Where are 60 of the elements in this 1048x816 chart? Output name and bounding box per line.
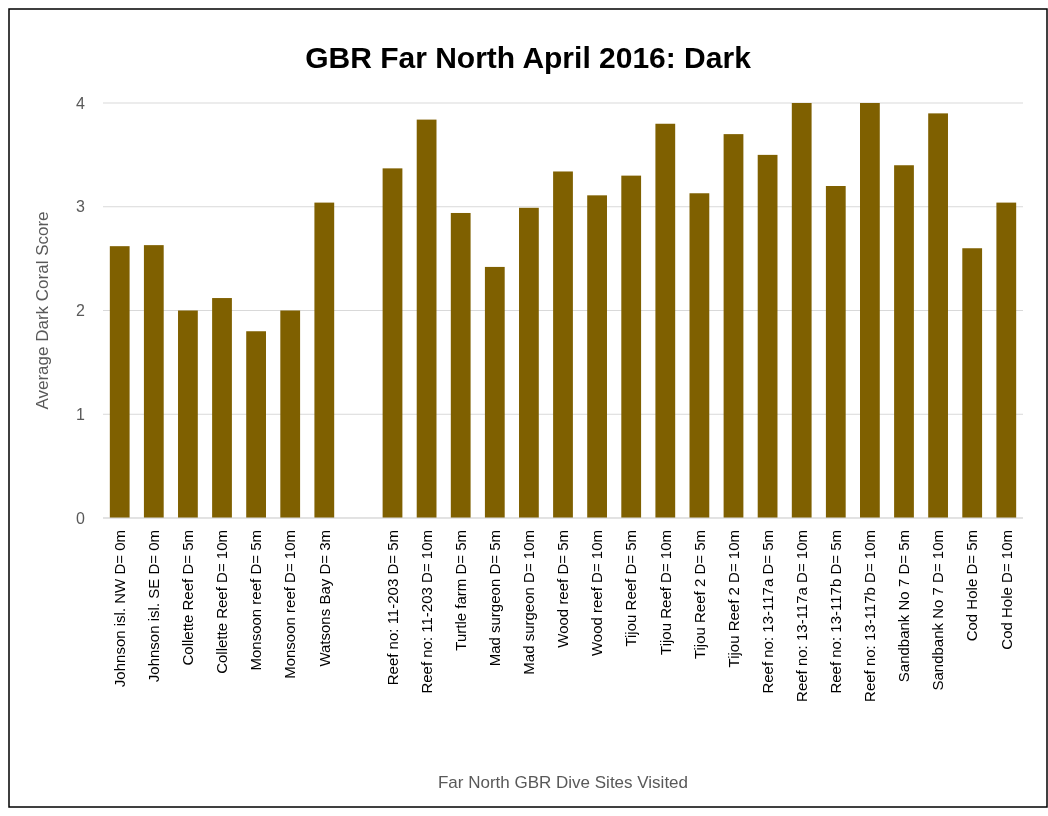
x-tick-label: Cod Hole D= 10m (997, 530, 1015, 650)
bar (416, 119, 437, 518)
bar (928, 113, 948, 518)
x-axis-title: Far North GBR Dive Sites Visited (437, 773, 689, 792)
bar (212, 298, 232, 518)
x-tick-label: Collette Reef D= 10m (213, 530, 231, 674)
x-tick-label: Sandbank No 7 D= 5m (895, 530, 913, 683)
x-tick-label: Reef no: 13-117b D= 5m (827, 530, 845, 694)
bar (996, 202, 1017, 518)
x-tick-label: Mad surgeon D= 10m (520, 530, 538, 675)
x-tick-label: Monsoon reef D= 5m (247, 530, 265, 671)
chart-title: GBR Far North April 2016: Dark (305, 41, 752, 74)
x-tick-label: Reef no: 13-117a D= 10m (792, 530, 810, 702)
y-tick-label: 0 (76, 509, 86, 527)
bar (143, 245, 164, 518)
bar (450, 212, 471, 518)
bar (314, 202, 335, 518)
x-tick-label: Sandbank No 7 D= 10m (929, 530, 947, 691)
x-tick-label: Wood reef D= 5m (554, 530, 572, 648)
bar (825, 186, 846, 518)
x-tick-label: Reef no: 13-117a D= 5m (758, 530, 776, 694)
x-tick-label: Johnson isl. SE D= 0m (145, 530, 163, 683)
x-tick-label: Tijou Reef D= 5m (622, 530, 640, 647)
bar (246, 331, 266, 518)
x-tick-label: Cod Hole D= 5m (963, 530, 981, 642)
bar (962, 248, 983, 518)
bar (860, 103, 880, 518)
bar (553, 171, 573, 518)
bar (621, 175, 642, 518)
bar (791, 103, 812, 518)
bar (519, 207, 539, 518)
x-tick-label: Tijou Reef 2 D= 10m (724, 530, 742, 668)
x-tick-label: Reef no: 11-203 D= 5m (383, 530, 401, 686)
x-tick-label: Wood reef D= 10m (588, 530, 606, 657)
bar (587, 195, 607, 518)
bar (894, 165, 914, 518)
bar (382, 168, 403, 518)
x-tick-label: Mad surgeon D= 5m (486, 530, 504, 667)
x-tick-label: Collette Reef D= 5m (179, 530, 197, 666)
x-tick-label: Turtle farm D= 5m (451, 530, 469, 651)
y-axis-title: Average Dark Coral Score (33, 211, 52, 410)
x-tick-label: Tijou Reef D= 10m (656, 530, 674, 655)
bar (484, 266, 505, 518)
x-tick-label: Watsons Bay D= 3m (315, 530, 333, 667)
x-tick-label: Reef no: 13-117b D= 10m (861, 530, 879, 702)
bar (109, 246, 130, 518)
x-tick-label: Reef no: 11-203 D= 10m (417, 530, 435, 694)
x-tick-label: Johnson isl. NW D= 0m (110, 530, 128, 688)
bar (689, 193, 710, 518)
y-tick-label: 1 (76, 405, 86, 423)
bar (655, 123, 676, 518)
x-tick-label: Tijou Reef 2 D= 5m (690, 530, 708, 660)
y-tick-label: 4 (76, 94, 86, 112)
y-tick-label: 3 (76, 198, 86, 216)
bar (757, 154, 778, 518)
bar (280, 310, 301, 518)
bar (178, 310, 198, 518)
y-tick-label: 2 (76, 302, 86, 320)
x-tick-label: Monsoon reef D= 10m (281, 530, 299, 679)
bar (723, 134, 744, 518)
